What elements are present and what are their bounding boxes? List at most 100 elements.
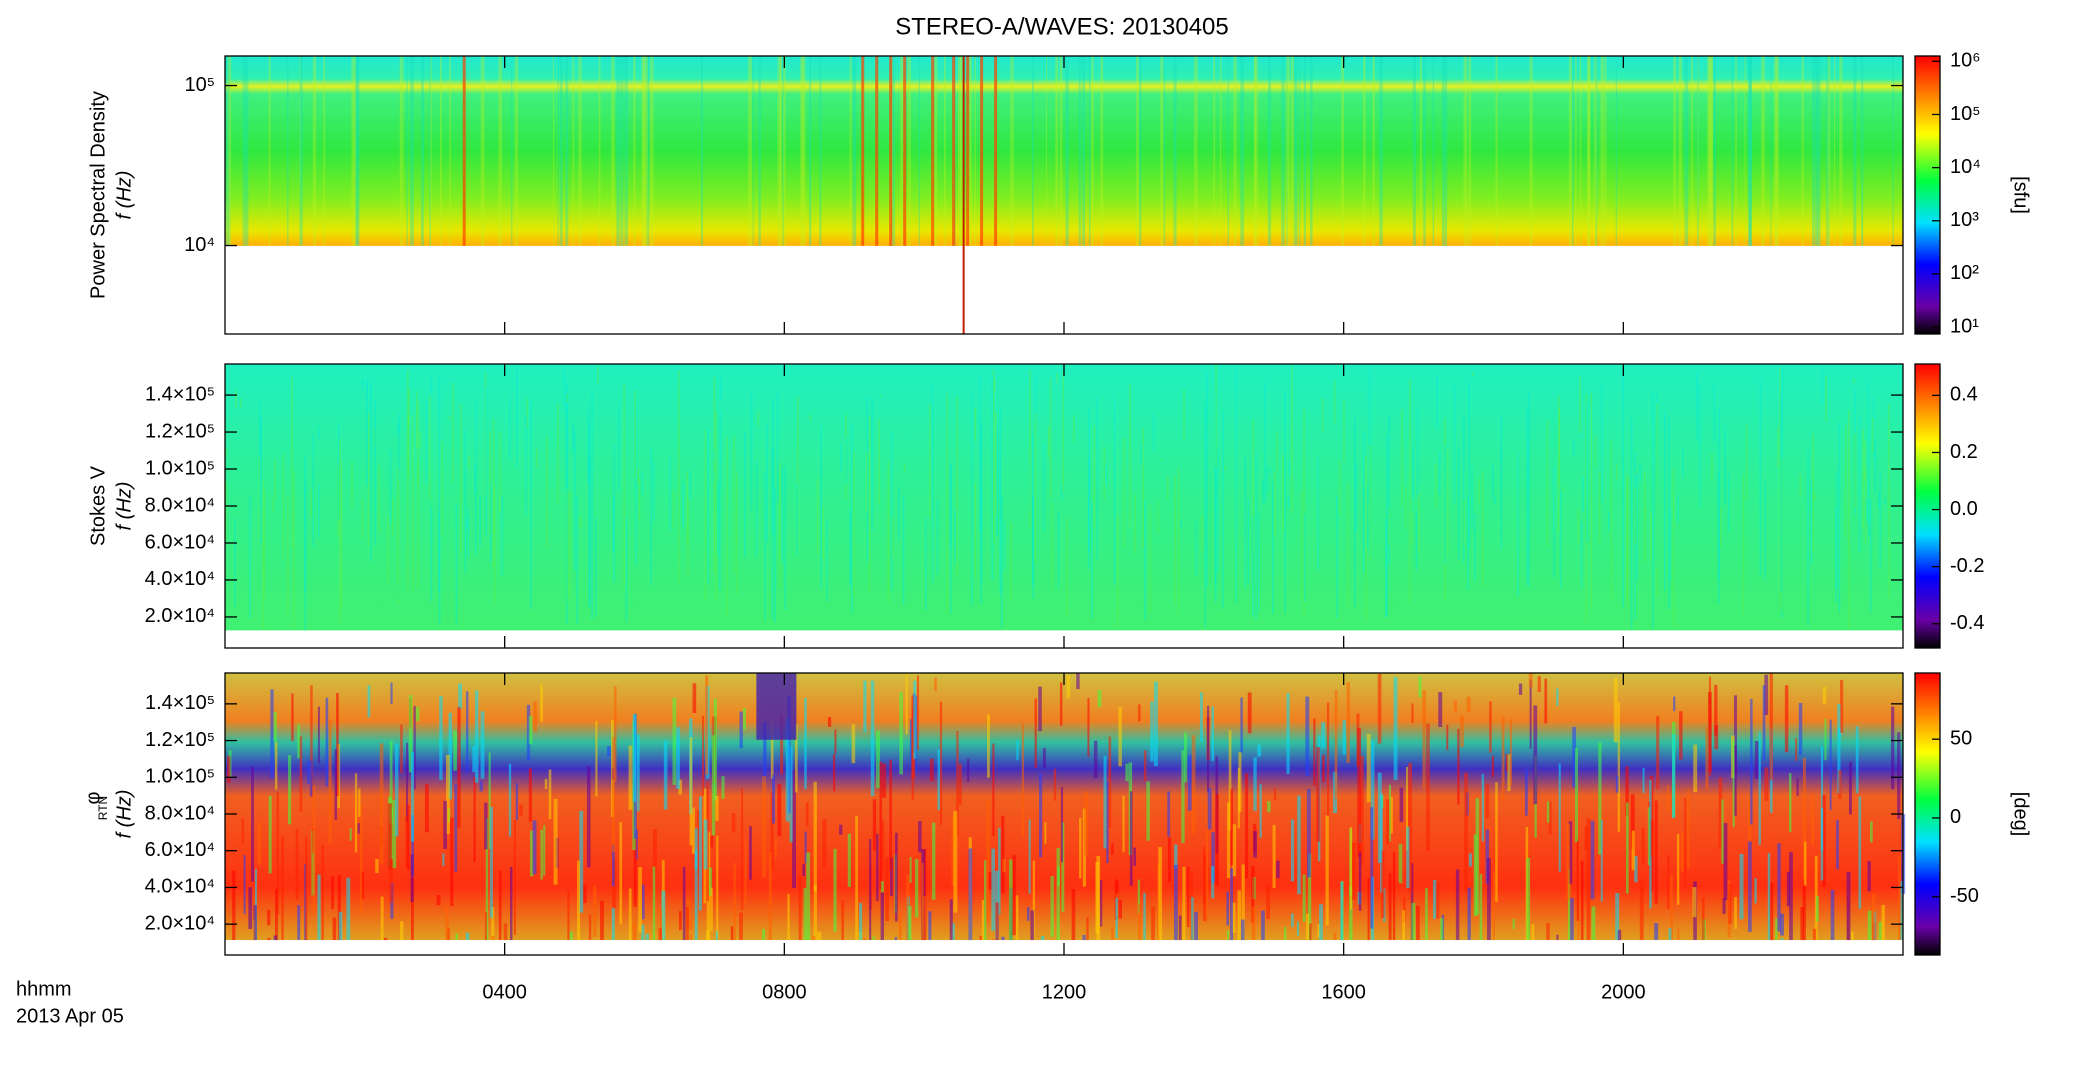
streak — [1829, 719, 1832, 811]
streak — [715, 931, 718, 941]
streak — [1010, 56, 1014, 246]
streak — [559, 56, 563, 246]
colorbar-title: [sfu] — [2010, 176, 2032, 214]
streak — [1676, 834, 1680, 905]
streak — [779, 56, 782, 246]
streak — [906, 874, 910, 941]
streak — [784, 465, 787, 610]
streak — [1317, 456, 1319, 571]
streak — [822, 505, 824, 559]
y-tick-label: 1.4×10⁵ — [145, 383, 215, 405]
streak — [1385, 518, 1387, 618]
streak — [574, 429, 576, 571]
streak — [650, 450, 652, 586]
streak — [1642, 767, 1645, 794]
streak — [768, 851, 772, 941]
streak — [986, 799, 990, 922]
streak — [1160, 458, 1163, 461]
streak — [1744, 56, 1746, 246]
streak — [1238, 752, 1242, 812]
streak — [1117, 514, 1119, 627]
streak — [798, 874, 802, 941]
streak — [1444, 418, 1446, 600]
streak — [1401, 409, 1403, 506]
streak — [851, 724, 856, 764]
y-tick-label: 4.0×10⁴ — [145, 568, 215, 590]
streak — [392, 799, 397, 869]
streak — [643, 56, 647, 246]
streak — [1693, 744, 1698, 793]
streak — [1377, 772, 1382, 863]
streak — [1553, 466, 1555, 578]
streak — [304, 481, 307, 631]
streak — [772, 397, 774, 535]
streak — [479, 780, 483, 792]
streak — [354, 56, 356, 246]
streak — [1032, 860, 1035, 941]
streak — [1300, 490, 1303, 601]
streak — [260, 416, 262, 543]
streak — [748, 56, 753, 246]
streak — [1485, 829, 1490, 884]
streak — [586, 766, 591, 868]
streak — [1492, 872, 1496, 941]
streak — [893, 56, 896, 246]
streak — [1166, 475, 1169, 499]
streak — [806, 852, 811, 941]
streak — [700, 56, 703, 246]
streak — [733, 435, 735, 574]
streak — [1340, 881, 1344, 941]
streak — [1613, 678, 1618, 743]
streak — [1051, 502, 1053, 591]
streak — [299, 56, 301, 246]
streak — [845, 414, 847, 499]
streak — [379, 743, 384, 864]
streak — [771, 448, 774, 620]
streak — [1574, 747, 1579, 842]
streak — [1649, 779, 1652, 909]
streak — [1402, 910, 1406, 941]
streak — [1149, 504, 1151, 612]
streak — [1150, 701, 1154, 762]
streak — [1855, 726, 1859, 794]
streak — [1244, 456, 1247, 588]
streak — [235, 390, 237, 408]
streak — [1668, 418, 1670, 610]
streak — [1650, 820, 1655, 857]
streak — [1769, 673, 1773, 780]
streak — [1754, 878, 1757, 904]
colorbar-title: [deg] — [2010, 792, 2032, 836]
colorbar-tick-label: 10¹ — [1950, 315, 1979, 337]
streak — [1848, 410, 1850, 630]
streak — [1321, 722, 1326, 749]
colorbar-tick-label: 10⁴ — [1950, 156, 1981, 178]
streak — [1309, 56, 1313, 246]
streak — [429, 56, 432, 246]
streak — [474, 465, 477, 494]
streak — [1273, 788, 1277, 801]
streak — [1471, 372, 1474, 377]
y-tick-label: 1.0×10⁵ — [145, 457, 215, 479]
streak — [1438, 451, 1441, 495]
streak — [1440, 918, 1444, 941]
streak — [1811, 793, 1815, 846]
streak — [1473, 513, 1476, 581]
streak — [1775, 918, 1778, 941]
streak — [498, 56, 502, 246]
streak — [1228, 730, 1232, 831]
streak — [1370, 740, 1375, 840]
streak — [498, 870, 502, 941]
y-tick-label: 2.0×10⁴ — [145, 912, 215, 934]
streak — [1388, 508, 1390, 546]
streak — [1226, 802, 1231, 878]
date-label: 2013 Apr 05 — [16, 1005, 124, 1027]
streak — [652, 866, 656, 941]
streak — [939, 701, 943, 826]
streak — [1801, 56, 1804, 246]
burst — [952, 56, 956, 246]
streak — [1129, 791, 1133, 886]
streak — [1026, 907, 1030, 921]
streak — [778, 463, 781, 588]
y-tick-label: 6.0×10⁴ — [145, 531, 215, 553]
streak — [378, 465, 380, 532]
